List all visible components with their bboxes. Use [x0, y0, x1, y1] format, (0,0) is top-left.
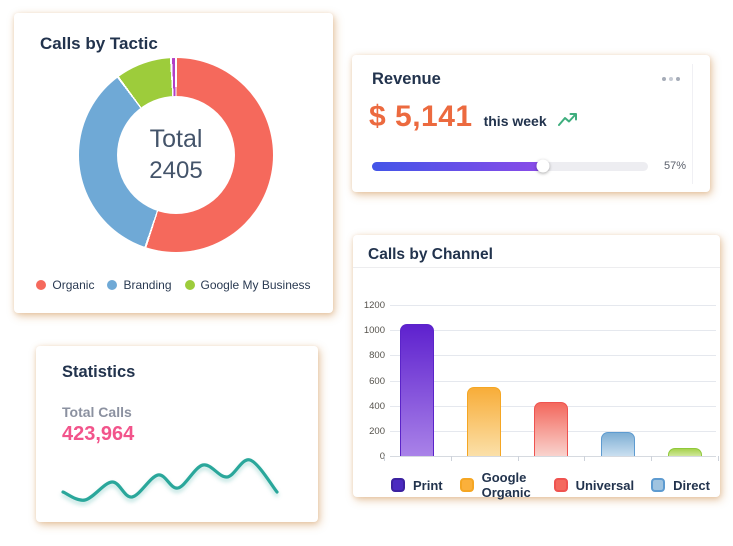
- gridline-600: [390, 380, 716, 382]
- tactic-legend: Organic Branding Google My Business: [14, 278, 333, 292]
- universal-legend-swatch-icon: [553, 478, 568, 492]
- revenue-card: Revenue $ 5,141 this week 57%: [352, 55, 710, 192]
- trending-up-icon: [557, 112, 580, 133]
- vertical-divider: [692, 64, 693, 184]
- y-axis-label-1200: 1200: [363, 300, 385, 311]
- revenue-amount-row: $ 5,141 this week: [369, 100, 580, 134]
- legend-label: Print: [413, 477, 443, 493]
- y-axis-label-800: 800: [369, 350, 385, 362]
- google-my-business-legend-dot-icon: [184, 280, 195, 290]
- revenue-amount: $ 5,141: [369, 100, 473, 133]
- revenue-period-label: this week: [483, 113, 547, 129]
- statistics-card: Statistics Total Calls 423,964: [36, 346, 318, 522]
- ellipsis-menu-icon[interactable]: [662, 77, 680, 81]
- calls-by-tactic-card: Calls by Tactic Total 2405 Organic Brandi…: [14, 13, 333, 313]
- organic-legend-dot-icon: [36, 280, 47, 290]
- donut-total-value: 2405: [149, 157, 203, 184]
- x-axis-tick: [517, 456, 519, 461]
- gridline-800: [390, 355, 716, 357]
- x-axis-tick: [450, 456, 452, 461]
- channel-legend: Print Google Organic Universal Direct: [391, 470, 710, 500]
- x-axis-tick: [651, 456, 653, 461]
- y-axis-label-400: 400: [369, 400, 385, 412]
- y-axis-label-600: 600: [369, 375, 385, 387]
- legend-item-direct[interactable]: Direct: [651, 470, 710, 500]
- progress-bar[interactable]: [372, 159, 648, 173]
- branding-legend-dot-icon: [107, 280, 118, 290]
- calls-by-tactic-title: Calls by Tactic: [40, 34, 158, 53]
- legend-item-print[interactable]: Print: [391, 470, 443, 500]
- legend-label: Branding: [123, 278, 172, 292]
- legend-item-google-my-business[interactable]: Google My Business: [184, 278, 311, 292]
- legend-item-organic[interactable]: Organic: [36, 278, 94, 292]
- donut-center: Total 2405: [117, 96, 235, 214]
- bar-universal[interactable]: [534, 401, 568, 456]
- y-axis-label-0: 0: [379, 451, 385, 462]
- total-calls-value: 423,964: [62, 423, 135, 445]
- bar-google-organic[interactable]: [467, 386, 502, 456]
- calls-by-channel-card: Calls by Channel 0 200 400 600 800 1000 1200 P…: [353, 235, 720, 500]
- calls-sparkline-chart: [61, 458, 279, 502]
- x-axis-tick: [384, 456, 385, 461]
- x-axis-tick: [584, 456, 586, 461]
- gridline-0: [390, 456, 716, 457]
- progress-percent-label: 57%: [663, 160, 686, 172]
- y-axis-label-200: 200: [369, 425, 385, 437]
- statistics-title: Statistics: [62, 363, 136, 381]
- legend-item-branding[interactable]: Branding: [107, 278, 172, 292]
- legend-item-google-organic[interactable]: Google Organic: [459, 470, 537, 500]
- calls-by-channel-bar-chart: 0 200 400 600 800 1000 1200: [353, 235, 720, 497]
- revenue-progress-row: 57%: [372, 159, 686, 173]
- google-organic-legend-swatch-icon: [459, 478, 474, 492]
- legend-item-universal[interactable]: Universal: [553, 470, 635, 500]
- gridline-1000: [390, 330, 716, 332]
- x-axis-tick: [718, 456, 719, 461]
- bar-5[interactable]: [667, 448, 702, 456]
- gridline-1200: [390, 305, 716, 306]
- bar-direct[interactable]: [600, 432, 635, 456]
- legend-label: Google My Business: [200, 278, 311, 292]
- progress-fill: [372, 161, 544, 171]
- direct-legend-swatch-icon: [651, 478, 666, 492]
- calls-by-channel-title: Calls by Channel: [368, 246, 493, 263]
- bar-print[interactable]: [400, 323, 435, 456]
- revenue-title: Revenue: [372, 70, 441, 88]
- title-divider: [353, 267, 720, 268]
- donut-total-label: Total: [149, 125, 203, 153]
- print-legend-swatch-icon: [391, 478, 405, 492]
- progress-knob[interactable]: [536, 159, 550, 173]
- total-calls-label: Total Calls: [62, 404, 132, 420]
- y-axis-label-1000: 1000: [363, 325, 385, 337]
- legend-label: Organic: [52, 278, 95, 292]
- calls-by-tactic-donut-chart: Total 2405: [79, 58, 273, 252]
- legend-label: Universal: [575, 477, 635, 493]
- legend-label: Google Organic: [481, 470, 531, 500]
- legend-label: Direct: [673, 477, 710, 493]
